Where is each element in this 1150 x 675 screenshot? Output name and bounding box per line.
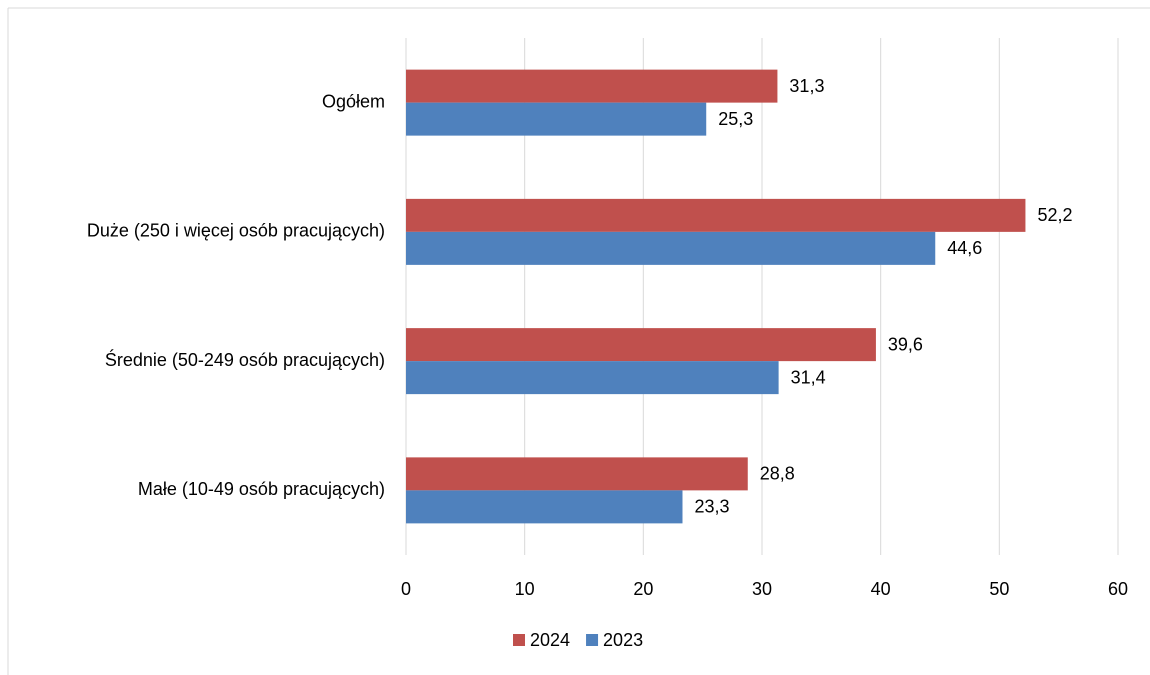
y-tick-label: Duże (250 i więcej osób pracujących): [87, 221, 385, 241]
y-tick-label: Ogółem: [322, 91, 385, 111]
x-tick-label: 40: [871, 579, 891, 599]
value-label: 31,4: [791, 367, 826, 387]
legend-label: 2023: [603, 630, 643, 650]
x-tick-label: 10: [515, 579, 535, 599]
legend-label: 2024: [530, 630, 570, 650]
legend-swatch: [513, 634, 525, 646]
bar: [406, 457, 748, 491]
bar: [406, 328, 876, 362]
legend-swatch: [586, 634, 599, 646]
bar: [406, 102, 707, 136]
x-tick-label: 20: [633, 579, 653, 599]
x-tick-label: 50: [989, 579, 1009, 599]
x-tick-label: 30: [752, 579, 772, 599]
bar: [406, 69, 778, 103]
value-label: 44,6: [947, 238, 982, 258]
value-label: 39,6: [888, 334, 923, 354]
y-tick-label: Małe (10-49 osób pracujących): [138, 479, 385, 499]
bar: [406, 231, 936, 265]
bar: [406, 490, 683, 524]
value-label: 25,3: [718, 109, 753, 129]
value-label: 23,3: [694, 497, 729, 517]
value-label: 52,2: [1037, 205, 1072, 225]
value-label: 28,8: [760, 464, 795, 484]
x-tick-label: 60: [1108, 579, 1128, 599]
y-tick-label: Średnie (50-249 osób pracujących): [105, 349, 385, 370]
x-tick-label: 0: [401, 579, 411, 599]
value-label: 31,3: [789, 76, 824, 96]
bar: [406, 361, 779, 395]
bar: [406, 198, 1026, 232]
